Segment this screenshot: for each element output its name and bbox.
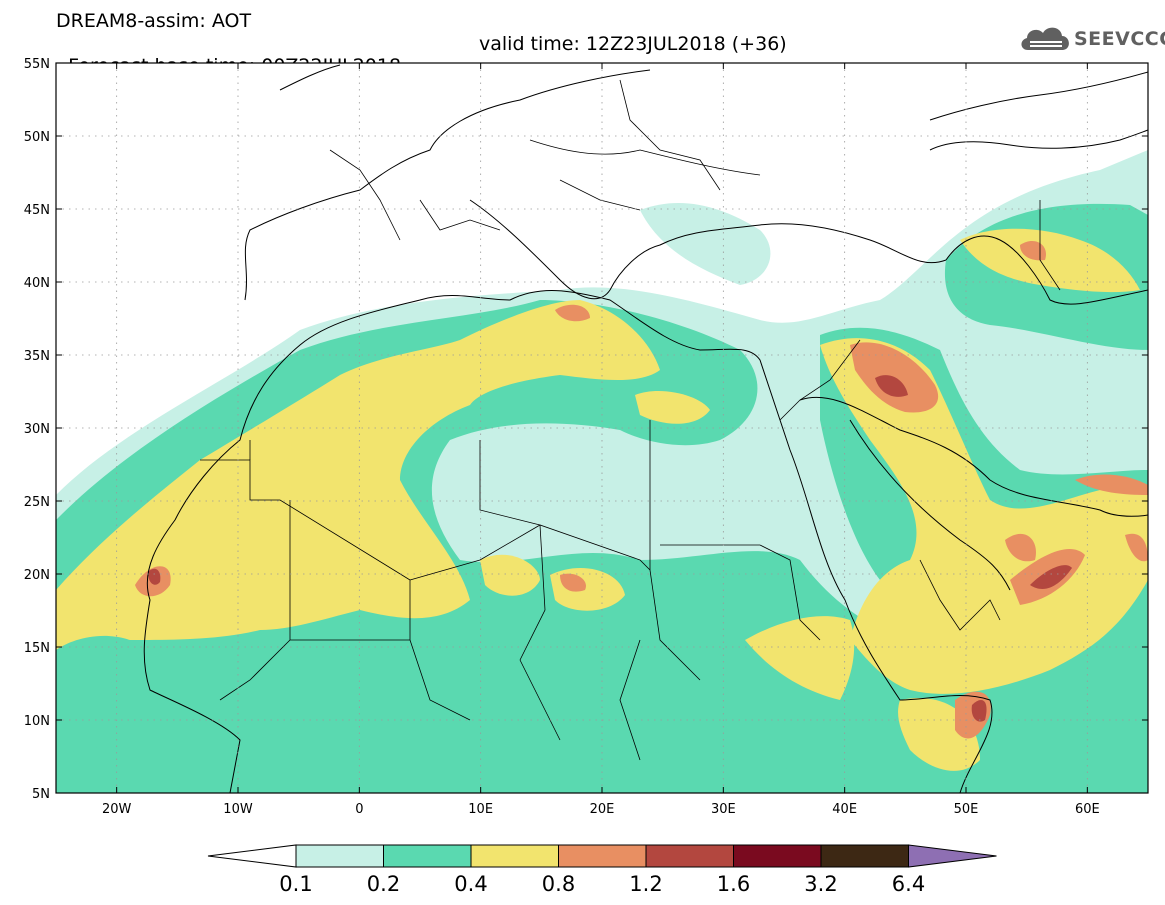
logo-text: SEEVCCC [1074, 28, 1165, 50]
colorbar-label: 0.8 [542, 872, 575, 896]
colorbar-max-triangle [908, 844, 997, 868]
x-tick-label: 60E [1075, 802, 1100, 817]
aot-field-1.2 [148, 375, 1072, 722]
colorbar-box [820, 844, 909, 868]
y-tick-label: 45N [24, 203, 50, 218]
x-tick-label: 10W [223, 802, 253, 817]
y-tick-label: 40N [24, 276, 50, 291]
y-tick-label: 15N [24, 641, 50, 656]
x-axis: 20W 10W 0 10E 20E 30E 40E 50E 60E [102, 63, 1100, 817]
country-borders [200, 79, 1061, 761]
y-tick-label: 30N [24, 422, 50, 437]
x-tick-label: 0 [355, 802, 363, 817]
map-panel [56, 63, 1148, 793]
colorbar-label: 0.4 [454, 872, 487, 896]
colorbar-box [295, 844, 384, 868]
colorbar-label: 1.2 [629, 872, 662, 896]
colorbar-label: 1.6 [717, 872, 750, 896]
x-tick-label: 30E [711, 802, 736, 817]
colorbar-min-triangle [207, 844, 297, 868]
colorbar-labels: 0.1 0.2 0.4 0.8 1.2 1.6 3.2 6.4 [279, 872, 925, 896]
colorbar-label: 0.2 [367, 872, 400, 896]
seevccc-logo: SEEVCCC [1018, 22, 1165, 56]
y-tick-label: 35N [24, 349, 50, 364]
colorbar-box [645, 844, 734, 868]
y-axis: 55N 50N 45N 40N 35N 30N 25N 20N 15N 10N 5N [24, 57, 1148, 802]
x-tick-label: 20E [590, 802, 615, 817]
colorbar-box [470, 844, 559, 868]
y-tick-label: 25N [24, 495, 50, 510]
x-tick-label: 40E [832, 802, 857, 817]
coastlines [143, 64, 1148, 793]
aot-colorbar: 0.1 0.2 0.4 0.8 1.2 1.6 3.2 6.4 [207, 844, 997, 896]
y-tick-label: 5N [32, 787, 50, 802]
colorbar-label: 0.1 [279, 872, 312, 896]
lat-lon-grid [56, 63, 1148, 793]
colorbar-box [558, 844, 647, 868]
x-tick-label: 50E [954, 802, 979, 817]
aot-map: 20W 10W 0 10E 20E 30E 40E 50E 60E 55N 50N 45N 40N 35… [24, 57, 1149, 817]
valid-time: valid time: 12Z23JUL2018 (+36) [479, 33, 787, 55]
map-title: DREAM8-assim: AOT [56, 10, 252, 32]
x-tick-label: 20W [102, 802, 132, 817]
x-tick-label: 10E [468, 802, 493, 817]
colorbar-label: 3.2 [804, 872, 837, 896]
colorbar-box [383, 844, 472, 868]
y-tick-label: 55N [24, 57, 50, 72]
colorbar-boxes [207, 844, 997, 868]
y-tick-label: 10N [24, 714, 50, 729]
colorbar-box [733, 844, 822, 868]
y-tick-label: 50N [24, 130, 50, 145]
cloud-icon [1021, 27, 1069, 50]
y-tick-label: 20N [24, 568, 50, 583]
colorbar-label: 6.4 [892, 872, 925, 896]
